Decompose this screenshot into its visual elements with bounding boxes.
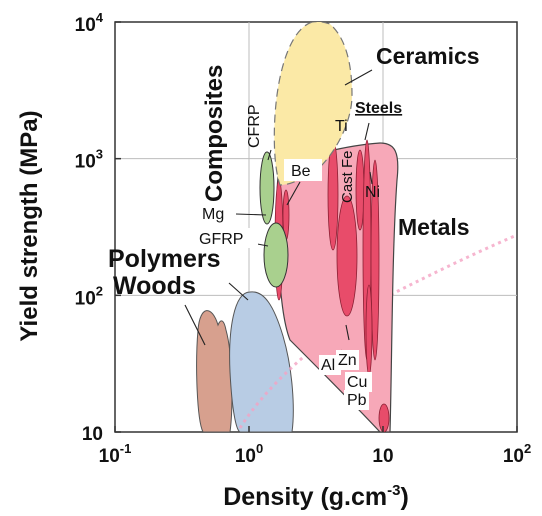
gfrp-label: GFRP [199,231,243,248]
be-label: Be [291,163,311,180]
x-tick-label: 10-1 [99,441,132,467]
polymers-bubble [229,291,294,432]
x-axis-label: Density (g.cm-3) [223,482,409,511]
x-axis-label-exponent: -3 [387,482,400,499]
nickel-bubble [370,159,380,361]
y-axis-label: Yield strength (MPa) [16,110,43,341]
label-backgrounds [196,159,372,410]
titanium-bubble [327,139,339,251]
x-axis-label-close: ) [400,483,408,511]
polymers-dotted-trail [238,233,517,429]
y-tick-label: 10 [82,424,103,445]
metals-label: Metals [398,214,470,240]
steels-label: Steels [355,100,402,117]
zn-label: Zn [338,352,357,369]
copper-bubble [365,284,373,376]
x-axis-label-main: Density (g.cm [223,483,387,511]
x-tick-label: 10 [372,446,393,467]
cfrp-label: CFRP [246,104,263,148]
aluminium-bubble [336,195,358,317]
x-tick-labels: 10-1 100 10 102 [99,426,531,467]
y-tick-label: 102 [75,283,103,309]
composites-label: Composites [201,65,228,202]
cu-label: Cu [347,374,367,391]
pb-label: Pb [347,392,367,409]
woods-bubble [196,310,233,432]
mg-label: Mg [202,206,224,223]
lead-bubble [378,403,390,432]
x-tick-label: 102 [503,441,531,467]
ni-label: Ni [365,184,380,201]
cfrp-bubble [259,151,275,225]
x-tick-label: 100 [235,441,263,467]
ti-label: Ti [335,118,348,135]
woods-label: Woods [113,272,196,300]
ceramics-label: Ceramics [376,43,480,69]
y-tick-label: 104 [75,10,104,36]
al-label: Al [321,357,335,374]
polymers-label: Polymers [108,245,221,273]
y-tick-labels: 10 102 103 104 [75,10,121,445]
y-tick-label: 103 [75,147,103,173]
cast-fe-label: Cast Fe [339,150,356,203]
gfrp-bubble [263,222,289,288]
